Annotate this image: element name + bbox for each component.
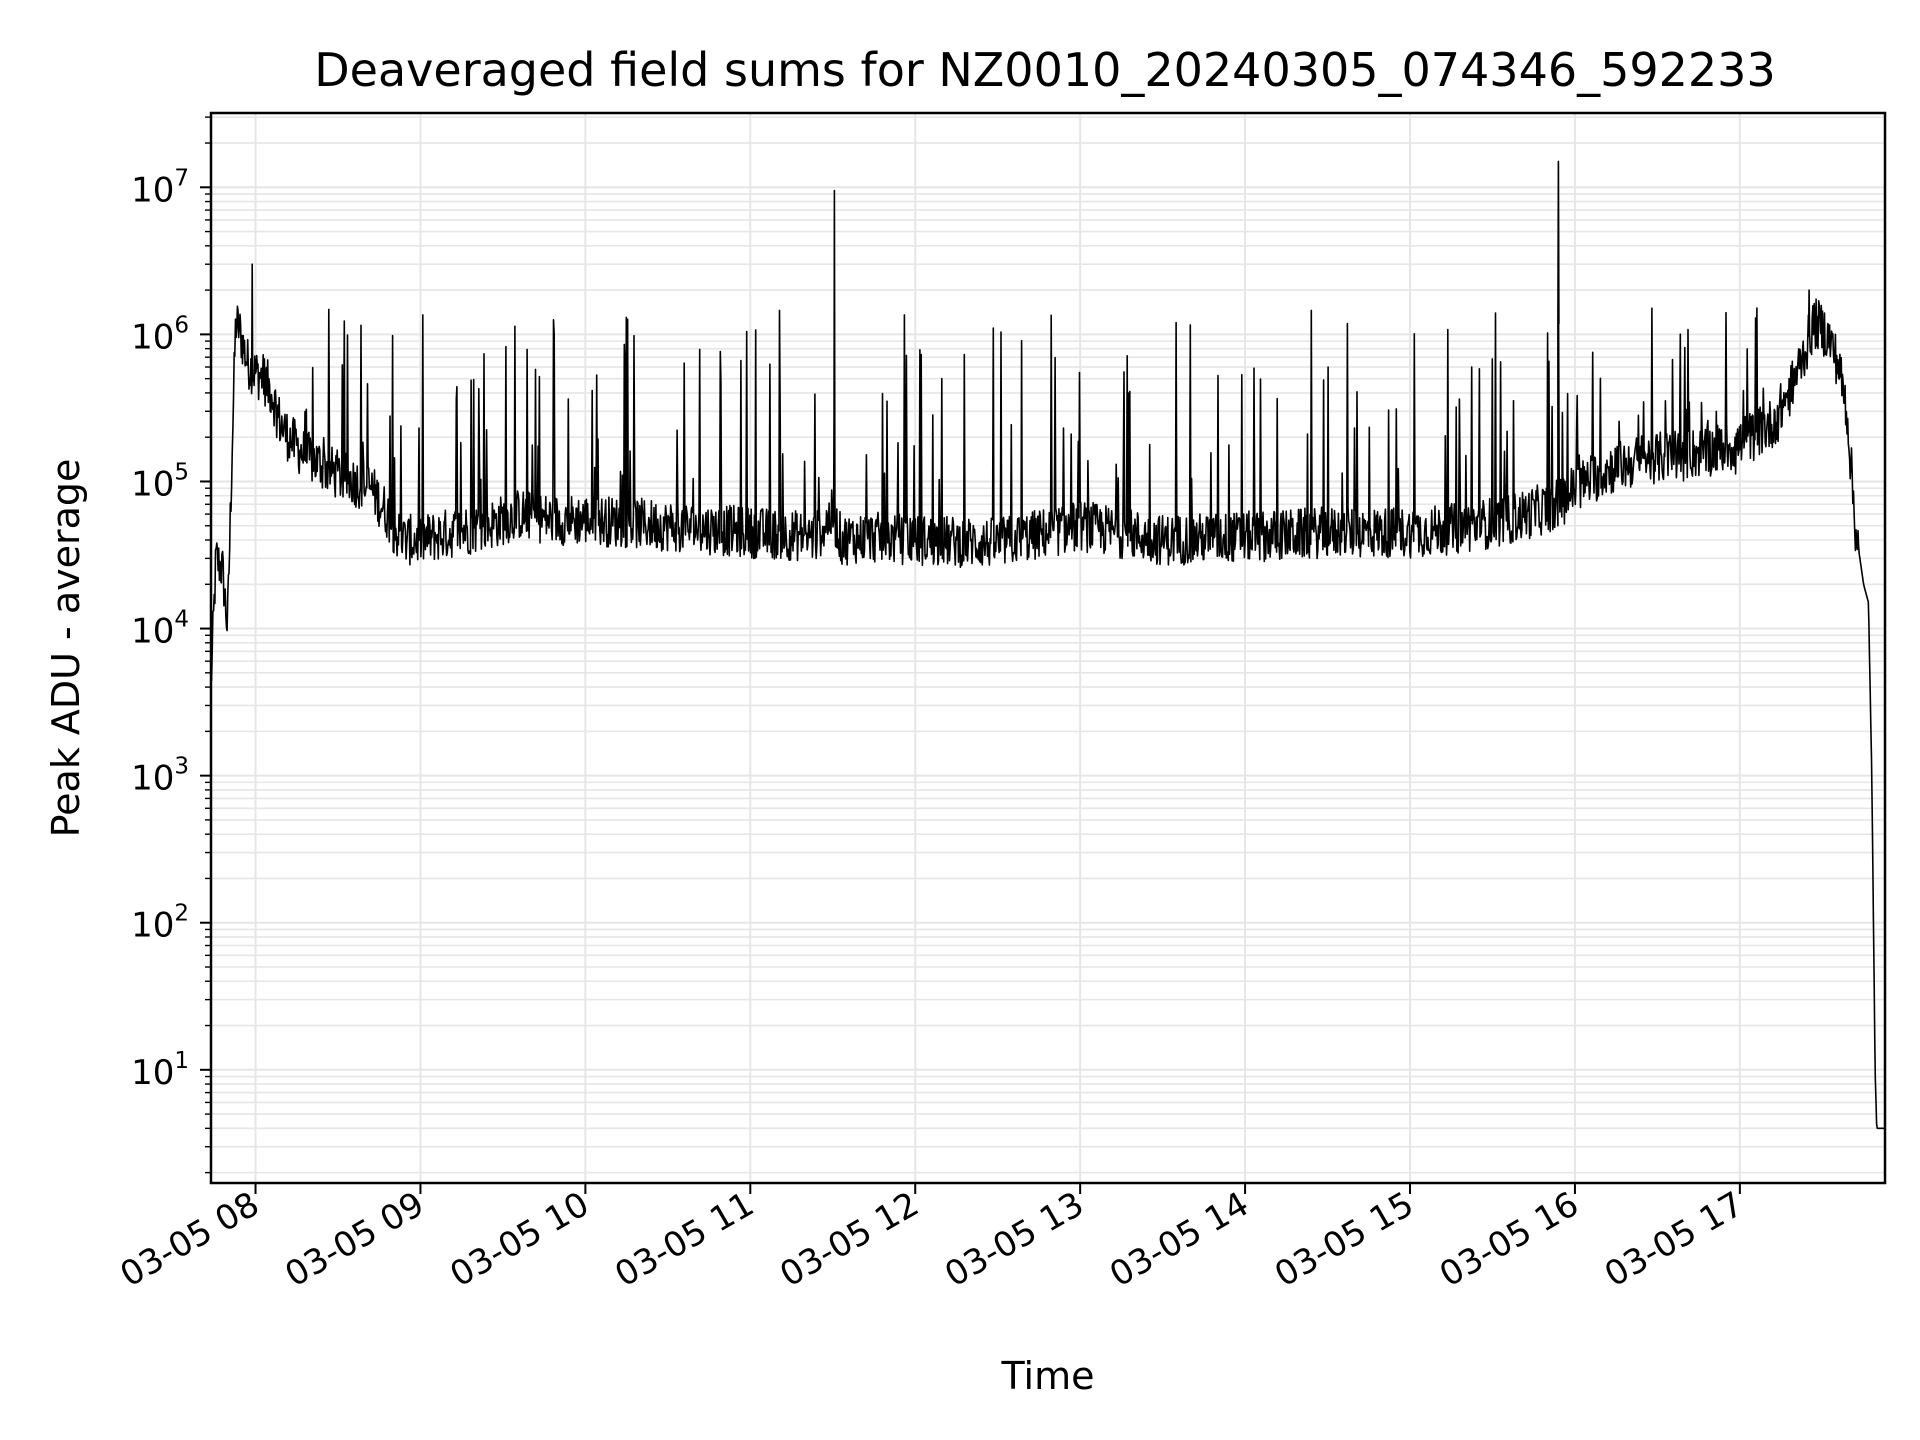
y-tick-label: 102 bbox=[131, 901, 189, 946]
series bbox=[210, 160, 1886, 1130]
chart-title: Deaveraged field sums for NZ0010_2024030… bbox=[314, 43, 1775, 97]
plot-frame bbox=[209, 111, 1887, 1185]
x-axis-label: Time bbox=[1001, 1354, 1095, 1398]
y-tick-label: 106 bbox=[131, 312, 189, 357]
data-line bbox=[210, 160, 1886, 1130]
y-tick-label: 101 bbox=[131, 1048, 189, 1093]
y-tick-label: 107 bbox=[131, 165, 189, 210]
y-tick-label: 104 bbox=[131, 607, 189, 652]
grid bbox=[211, 113, 1885, 1183]
y-axis-label: Peak ADU - average bbox=[44, 459, 88, 838]
y-tick-label: 105 bbox=[131, 459, 189, 504]
y-tick-label: 103 bbox=[131, 754, 189, 799]
